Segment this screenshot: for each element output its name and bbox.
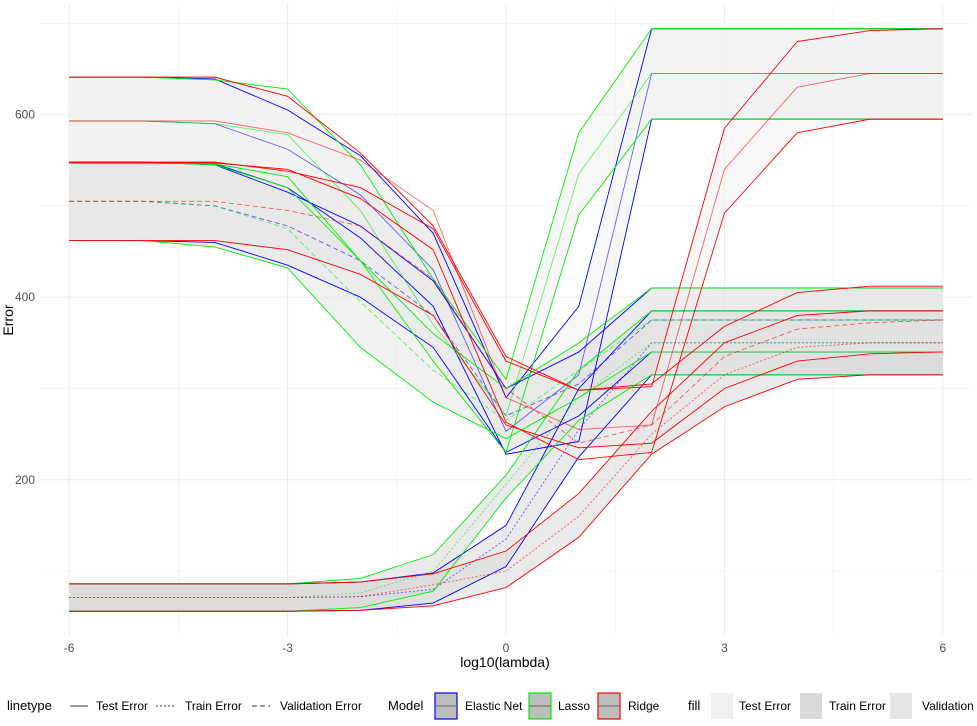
ribbon-ridge-test-error — [69, 28, 943, 460]
x-tick-label: 0 — [503, 641, 510, 655]
legend-model-label: Elastic Net — [465, 699, 523, 713]
legend-fill-label: Validation — [922, 699, 974, 713]
x-tick-label: 6 — [940, 641, 947, 655]
band-line-upper-lasso-test-error — [69, 28, 943, 381]
band-line-lower-ridge-test-error — [69, 118, 943, 461]
band-line-lower-ridge-validation-error — [69, 240, 943, 449]
series-line-lasso-validation-error — [69, 200, 943, 421]
legend-model-title: Model — [388, 698, 424, 713]
y-axis-title: Error — [0, 304, 16, 335]
x-tick-label: -3 — [282, 641, 293, 655]
series-line-ridge-train-error — [69, 342, 943, 599]
x-tick-label: 3 — [721, 641, 728, 655]
legend-model-label: Lasso — [558, 699, 590, 713]
legend-fill-label: Test Error — [739, 699, 791, 713]
series-lines — [69, 28, 943, 612]
legend-fill-title: fill — [688, 698, 700, 713]
axes: -6 -3 0 3 6 200 400 600 — [15, 108, 947, 655]
x-axis-title: log10(lambda) — [460, 654, 550, 670]
x-tick-label: -6 — [64, 641, 75, 655]
legend-fill-key — [800, 693, 822, 719]
legend-model-label: Ridge — [628, 699, 660, 713]
series-line-lasso-test-error — [69, 73, 943, 417]
legend-linetype-title: linetype — [7, 698, 52, 713]
band-line-upper-ridge-train-error — [69, 310, 943, 585]
legend-linetype-label: Train Error — [185, 699, 242, 713]
legend-fill-key — [890, 693, 912, 719]
legend-fill-key — [711, 693, 733, 719]
y-tick-label: 600 — [15, 108, 35, 122]
band-line-upper-ridge-validation-error — [69, 161, 943, 391]
y-tick-label: 400 — [15, 290, 35, 304]
band-line-lower-ridge-train-error — [69, 374, 943, 612]
series-line-ridge-validation-error — [69, 200, 943, 444]
band-line-lower-lasso-test-error — [69, 118, 943, 454]
legend: linetype Test Error Train Error Validation … — [7, 692, 974, 720]
y-tick-label: 200 — [15, 473, 35, 487]
band-line-upper-ridge-test-error — [69, 28, 943, 391]
legend-linetype-label: Test Error — [96, 699, 148, 713]
legend-fill-label: Train Error — [829, 699, 886, 713]
ribbon-ridge-validation-error — [69, 162, 943, 448]
legend-linetype-label: Validation Error — [280, 699, 362, 713]
band-line-lower-lasso-validation-error — [69, 240, 943, 440]
series-line-ridge-test-error — [69, 73, 943, 431]
